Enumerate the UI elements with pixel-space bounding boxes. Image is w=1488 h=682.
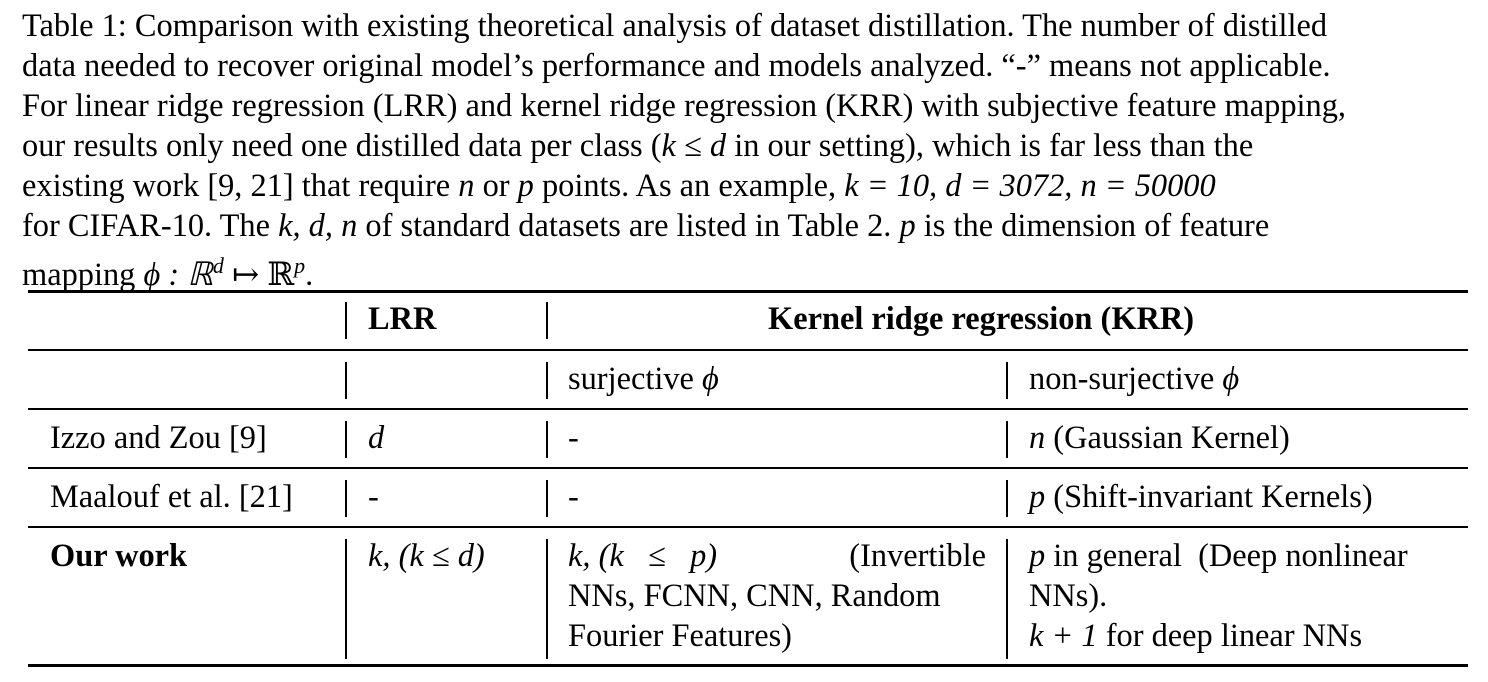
row-maalouf-lrr: -: [368, 479, 379, 515]
non-surjective-line-2: NNs).: [1029, 578, 1108, 614]
row-maalouf-surjective: -: [568, 479, 579, 515]
column-divider: [546, 480, 548, 517]
subheader-non-surjective: non-surjective ϕ: [1029, 361, 1240, 397]
column-divider: [546, 362, 548, 399]
row-izzo-surjective: -: [568, 420, 579, 456]
non-surjective-line-1: p in general (Deep nonlinear: [1029, 538, 1408, 574]
non-surjective-line-3: k + 1 for deep linear NNs: [1029, 618, 1363, 654]
row-method-izzo: Izzo and Zou [9]: [50, 420, 267, 456]
table-bottom-rule: [28, 664, 1468, 667]
table-rule-3: [28, 467, 1468, 469]
caption-line-2: data needed to recover original model’s …: [22, 48, 1331, 84]
column-divider: [345, 302, 347, 339]
column-divider: [546, 302, 548, 339]
row-izzo-lrr: d: [368, 420, 385, 456]
table-caption: Table 1: Comparison with existing theore…: [22, 6, 1474, 295]
row-maalouf-non-surjective: p (Shift-invariant Kernels): [1029, 479, 1373, 515]
table-rule-4: [28, 526, 1468, 528]
row-our-surjective: k, (k ≤ p) (Invertible NNs, FCNN, CNN, Ra…: [568, 536, 986, 656]
row-method-our-work: Our work: [50, 538, 188, 574]
header-lrr: LRR: [368, 301, 437, 337]
column-divider: [1006, 539, 1008, 659]
caption-line-4: our results only need one distilled data…: [22, 128, 1254, 164]
row-method-maalouf: Maalouf et al. [21]: [50, 479, 293, 515]
surjective-line-3: Fourier Features): [568, 618, 792, 654]
header-krr: Kernel ridge regression (KRR): [768, 301, 1195, 337]
column-divider: [345, 421, 347, 458]
column-divider: [345, 539, 347, 659]
caption-line-5: existing work [9, 21] that require n or …: [22, 168, 1216, 204]
row-our-non-surjective: p in general (Deep nonlinear NNs). k + 1…: [1029, 536, 1408, 656]
column-divider: [1006, 362, 1008, 399]
caption-line-3: For linear ridge regression (LRR) and ke…: [22, 88, 1347, 124]
surjective-line-1: k, (k ≤ p) (Invertible: [568, 538, 986, 574]
column-divider: [345, 362, 347, 399]
table-rule-2: [28, 408, 1468, 410]
column-divider: [1006, 421, 1008, 458]
caption-line-6: for CIFAR-10. The k, d, n of standard da…: [22, 208, 1270, 244]
surjective-line-2: NNs, FCNN, CNN, Random: [568, 578, 941, 614]
caption-line-1: Table 1: Comparison with existing theore…: [22, 8, 1328, 44]
column-divider: [546, 421, 548, 458]
column-divider: [546, 539, 548, 659]
caption-line-7: mapping ϕ : ℝd ↦ ℝp.: [22, 253, 314, 293]
column-divider: [345, 480, 347, 517]
subheader-surjective: surjective ϕ: [568, 361, 719, 397]
table-top-rule: [28, 290, 1468, 293]
row-our-lrr: k, (k ≤ d): [368, 538, 485, 574]
row-izzo-non-surjective: n (Gaussian Kernel): [1029, 420, 1290, 456]
table-rule-1: [28, 349, 1468, 351]
column-divider: [1006, 480, 1008, 517]
